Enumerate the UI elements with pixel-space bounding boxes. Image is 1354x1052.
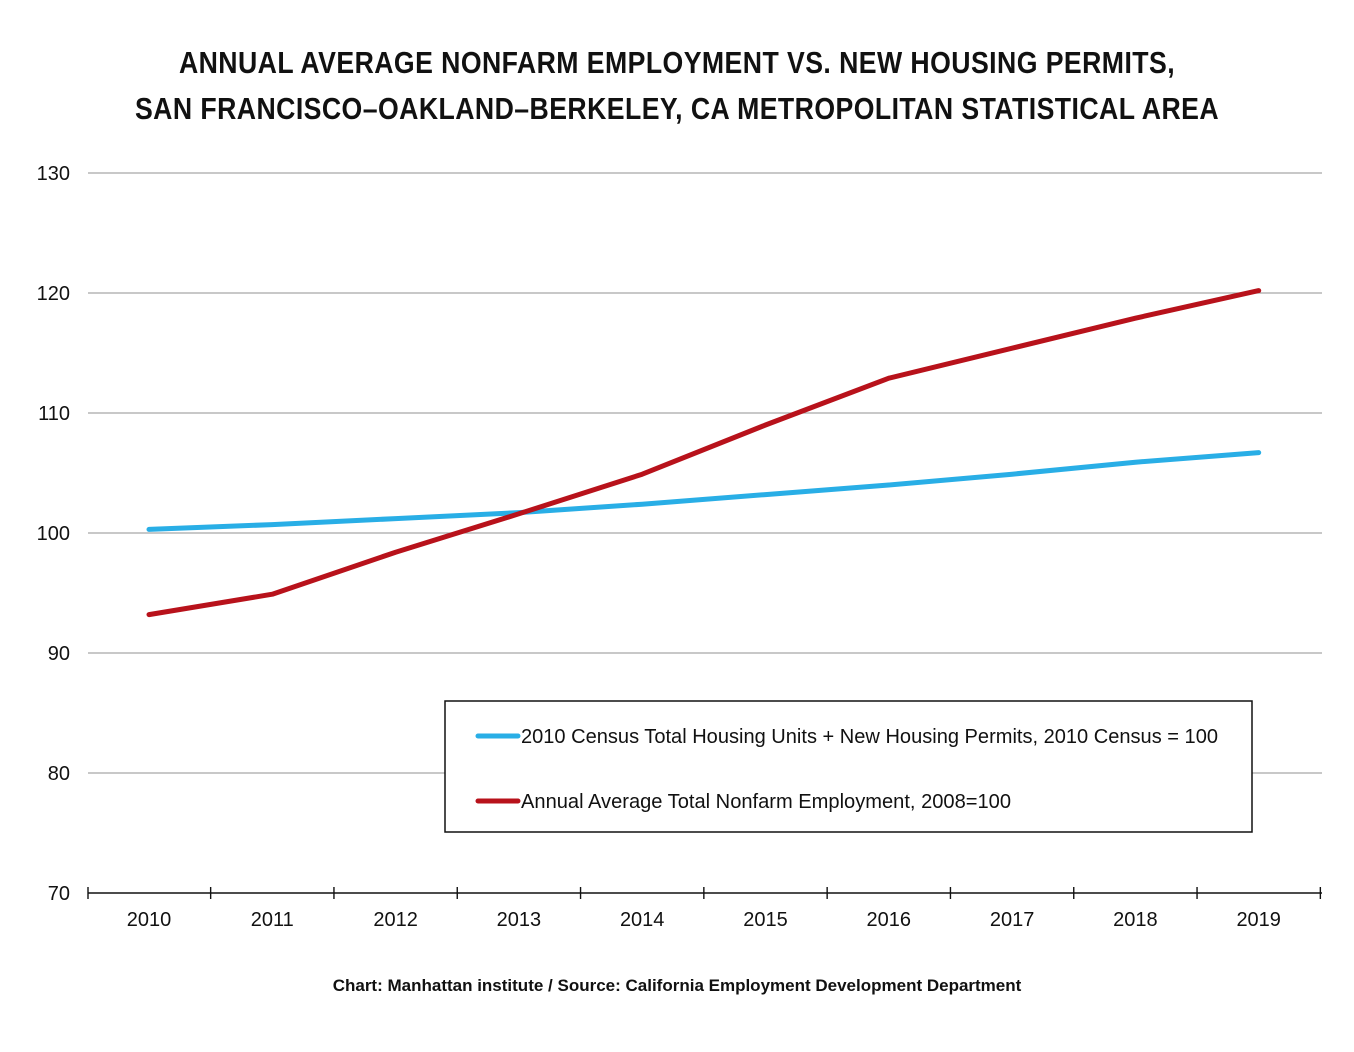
y-tick-label-90: 90 [48,643,70,665]
series-1-point-2012 [394,551,397,554]
series-0-point-2019 [1257,451,1260,454]
chart-title-line-1: ANNUAL AVERAGE NONFARM EMPLOYMENT VS. NE… [178,45,1176,80]
series-line-0 [146,450,1262,532]
series-1-point-2017 [1010,347,1014,350]
y-tick-label-120: 120 [37,283,70,305]
legend-label-0: 2010 Census Total Housing Units + New Ho… [521,726,1218,748]
y-tick-label-80: 80 [48,763,70,785]
y-tick-label-130: 130 [37,163,70,185]
x-tick-label-2013: 2013 [497,909,542,931]
x-tick-label-2019: 2019 [1236,909,1281,931]
series-0-point-2017 [1010,473,1014,476]
series-1-point-2010 [147,613,151,616]
series-0-point-2011 [271,523,274,526]
x-tick-label-2016: 2016 [867,909,912,931]
y-tick-label-70: 70 [48,883,70,905]
source-credit: Chart: Manhattan institute / Source: Cal… [332,976,1022,995]
x-tick-label-2018: 2018 [1113,909,1158,931]
series-0-point-2016 [887,483,890,487]
legend-box [444,700,1253,833]
series-0-point-2015 [764,493,767,496]
series-1-point-2013 [517,512,521,515]
series-0-point-2018 [1134,461,1137,464]
x-tick-label-2017: 2017 [990,909,1035,931]
x-tick-label-2014: 2014 [620,909,665,931]
series-1-point-2019 [1257,289,1260,292]
series-1-point-2016 [887,377,890,380]
x-tick-label-2011: 2011 [251,909,294,931]
chart-title: ANNUAL AVERAGE NONFARM EMPLOYMENT VS. NE… [0,40,1354,132]
series-1-point-2014 [641,473,644,476]
series-0-point-2014 [641,503,644,506]
legend-label-1: Annual Average Total Nonfarm Employment,… [521,791,1011,813]
series-0-point-2012 [394,517,397,520]
series-0-point-2010 [147,528,151,531]
x-tick-label-2015: 2015 [743,909,788,931]
y-tick-label-110: 110 [38,403,70,425]
series-1-point-2018 [1134,317,1137,320]
chart-title-line-2: SAN FRANCISCO–OAKLAND–BERKELEY, CA METRO… [134,91,1220,126]
series-line-1 [146,288,1262,618]
y-tick-label-100: 100 [37,523,70,545]
series-1-point-2015 [764,423,767,427]
x-tick-label-2010: 2010 [127,909,172,931]
x-tick-label-2012: 2012 [373,909,418,931]
series-1-point-2011 [271,593,274,596]
